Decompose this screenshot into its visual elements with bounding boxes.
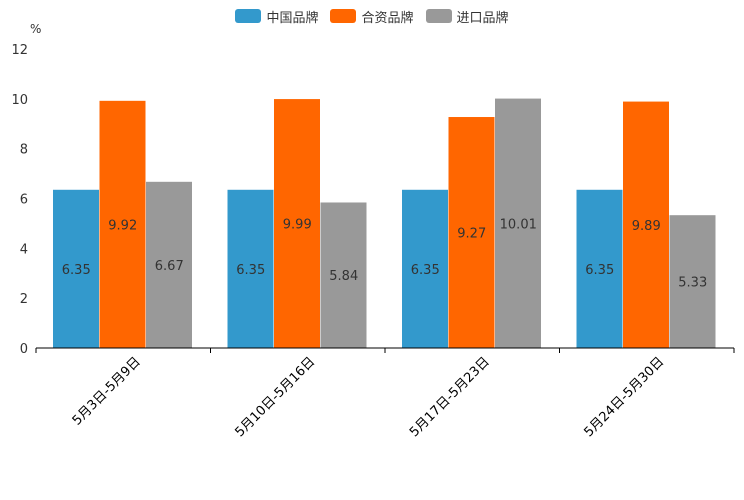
y-tick-label: 4 <box>20 242 28 257</box>
legend-label-joint-venture-brand: 合资品牌 <box>361 10 414 26</box>
bar-value-label: 10.01 <box>500 217 537 232</box>
bar-value-label: 9.99 <box>283 218 312 233</box>
bar-joint-venture-2[interactable] <box>274 99 320 349</box>
bar-import-2[interactable] <box>320 202 367 348</box>
bar-value-label: 6.67 <box>155 259 184 274</box>
bar-value-label: 5.84 <box>329 269 358 284</box>
bar-china-2[interactable] <box>227 189 274 348</box>
x-category-label: 5月24日-5月30日 <box>582 354 668 440</box>
y-tick-label: 12 <box>11 43 28 58</box>
bar-china-3[interactable] <box>402 189 448 348</box>
y-tick-label: 6 <box>20 193 28 208</box>
y-axis-unit-label: % <box>30 22 41 36</box>
y-axis-ticks: 0 2 4 6 8 10 12 <box>11 43 28 357</box>
bar-value-label: 9.92 <box>108 218 137 233</box>
legend-item-import-brand[interactable]: 进口品牌 <box>425 7 509 26</box>
x-category-label: 5月10日-5月16日 <box>233 354 319 440</box>
x-category-label: 5月3日-5月9日 <box>70 354 144 428</box>
bar-value-label: 5.33 <box>678 276 707 291</box>
bar-value-label: 9.27 <box>457 227 486 242</box>
bar-joint-venture-3[interactable] <box>448 117 495 349</box>
bar-value-label: 6.35 <box>585 263 614 278</box>
legend-label-china-brand: 中国品牌 <box>266 10 319 26</box>
x-category-label: 5月17日-5月23日 <box>407 354 493 440</box>
bar-value-label: 6.35 <box>236 263 265 278</box>
bar-value-label: 6.35 <box>411 263 440 278</box>
bar-joint-venture-4[interactable] <box>623 101 669 349</box>
bar-china-1[interactable] <box>53 189 99 348</box>
bar-import-1[interactable] <box>146 181 192 348</box>
legend-item-china-brand[interactable]: 中国品牌 <box>235 7 318 26</box>
y-tick-label: 10 <box>11 93 28 108</box>
bar-value-label: 9.89 <box>632 219 661 234</box>
bar-import-3[interactable] <box>495 98 541 348</box>
bar-china-4[interactable] <box>576 189 623 348</box>
legend-item-joint-venture-brand[interactable]: 合资品牌 <box>330 7 414 26</box>
bar-value-label: 6.35 <box>62 263 91 278</box>
bar-joint-venture-1[interactable] <box>99 100 146 349</box>
legend-swatch-joint-venture-brand <box>330 9 357 23</box>
legend-swatch-china-brand <box>235 9 262 23</box>
legend-label-import-brand: 进口品牌 <box>456 10 509 26</box>
bar-group: 6.35 9.92 6.67 6.35 9.99 5.84 6.35 9.27 10.01 6.3… <box>53 98 716 349</box>
legend-swatch-import-brand <box>425 9 452 23</box>
legend: 中国品牌 合资品牌 进口品牌 <box>0 6 744 26</box>
bar-import-4[interactable] <box>669 215 716 348</box>
y-tick-label: 0 <box>20 342 28 357</box>
x-axis: 5月3日-5月9日 5月10日-5月16日 5月17日-5月23日 5月24日-5月3… <box>35 347 735 440</box>
y-tick-label: 2 <box>20 292 28 307</box>
y-tick-label: 8 <box>20 143 28 158</box>
